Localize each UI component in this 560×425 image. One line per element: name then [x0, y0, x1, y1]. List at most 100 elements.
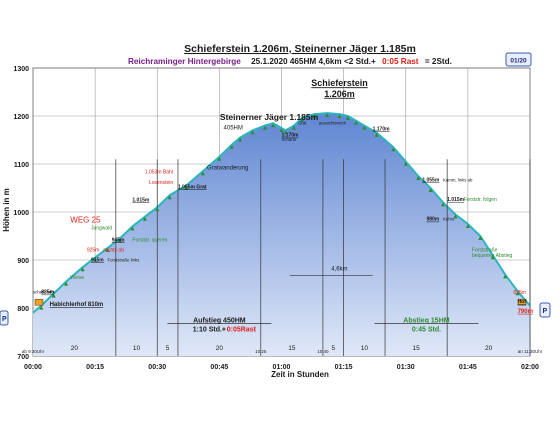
- chart-title: Schieferstein 1.206m, Steinerner Jäger 1…: [184, 43, 416, 55]
- annotation-label: 945m: [112, 237, 125, 243]
- tree-icon: [325, 113, 330, 118]
- segment-duration: 15: [412, 345, 420, 352]
- tree-icon: [184, 185, 189, 190]
- annotation-label: Forststr. queren: [132, 237, 167, 243]
- tree-icon: [93, 257, 98, 262]
- y-tick-label: 1200: [13, 114, 29, 121]
- annotation-label: Gratwanderung: [207, 165, 248, 171]
- annotation-label: 1.015m: [132, 197, 150, 203]
- annotation-label: WEG 25: [70, 216, 101, 225]
- annotation-label: Hof: [518, 299, 527, 305]
- tree-icon: [271, 123, 276, 128]
- annotation-label: 1.170m: [282, 133, 300, 139]
- tree-icon: [416, 176, 421, 180]
- tree-icon: [80, 267, 85, 272]
- tree-icon: [217, 156, 222, 161]
- x-tick-label: 00:00: [24, 364, 42, 371]
- tree-icon: [345, 116, 350, 120]
- x-axis-label: Zeit in Stunden: [271, 370, 329, 379]
- tree-icon: [478, 236, 483, 240]
- annotation-label: Kehre: [443, 217, 455, 222]
- x-axis-ticks: 00:00 00:15 00:30 00:45 01:00 01:15 01:30 01:45…: [24, 364, 539, 371]
- subtitle-region: Reichraminger Hintergebirge: [128, 57, 241, 66]
- tree-icon: [312, 114, 317, 119]
- tree-icon: [51, 293, 56, 298]
- tree-icon: [441, 202, 446, 207]
- segment-time: 10:25: [255, 349, 267, 354]
- y-tick-label: 1300: [13, 66, 29, 73]
- annotation-label: Losenstein: [149, 180, 173, 186]
- next-page-label: P: [543, 308, 548, 315]
- segment-duration: 15: [288, 345, 296, 352]
- tree-icon: [453, 214, 458, 219]
- end-marker-icon: [517, 298, 527, 306]
- annotation-label: 915m: [91, 257, 104, 263]
- tree-icon: [391, 147, 396, 152]
- tree-icon: [105, 248, 110, 252]
- tree-icon: [262, 125, 267, 130]
- x-tick-label: 01:00: [273, 364, 291, 371]
- x-tick-label: 01:15: [335, 364, 353, 371]
- annotation-label: aussichtsreich: [319, 121, 347, 126]
- prev-page-button[interactable]: [0, 310, 9, 326]
- tree-icon: [490, 255, 495, 260]
- y-tick-label: 900: [17, 258, 29, 265]
- tree-icon: [200, 171, 205, 176]
- annotation-label: 825m: [41, 290, 54, 296]
- tree-icon: [300, 117, 305, 122]
- x-tick-label: 00:30: [148, 364, 166, 371]
- annotation-label: 925m: [87, 247, 100, 253]
- annotation-label: 1.055m Grat: [178, 184, 207, 190]
- segment-duration: 5: [331, 345, 335, 352]
- x-tick-label: 00:45: [210, 364, 228, 371]
- tree-icon: [155, 207, 160, 212]
- tree-icon: [117, 238, 122, 243]
- annotation-label: 4,6km: [331, 267, 347, 273]
- summary-boxes: Aufstieg 450HM 1:10 Std.+ 0:05Rast Abstieg …: [167, 318, 479, 334]
- tree-icon: [130, 226, 135, 231]
- x-tick-label: 01:30: [397, 364, 415, 371]
- profile-line: [32, 112, 531, 314]
- tree-icon: [279, 128, 284, 132]
- x-tick-label: 00:15: [86, 364, 104, 371]
- tree-icon: [354, 120, 359, 125]
- y-tick-label: 700: [17, 354, 29, 361]
- segment-duration: 20: [216, 345, 224, 352]
- subtitle-total: = 2Std.: [425, 57, 452, 66]
- annotation-label: 825m: [513, 290, 526, 296]
- annotations: Steinerner Jäger 1.185m 405HM Schieferstei…: [33, 78, 533, 315]
- tree-icon: [250, 130, 255, 135]
- annotation-label: rechts ab: [103, 247, 124, 253]
- segment-time: an 11:30Uhr: [518, 349, 543, 354]
- tree-icon: [515, 291, 520, 296]
- y-axis-label: Höhen in m: [2, 188, 11, 232]
- tree-icon: [362, 125, 367, 130]
- segment-duration: 5: [166, 345, 170, 352]
- page-badge-box[interactable]: [505, 52, 532, 67]
- annotation-label: Schieferstein: [311, 78, 368, 88]
- annotation-label: Forststraße links: [108, 257, 140, 262]
- annotation-label: 1.055m: [422, 177, 440, 183]
- segment-duration: 10: [133, 345, 141, 352]
- tree-icon: [337, 114, 342, 119]
- annotation-label: Jungwald: [91, 225, 112, 231]
- next-page-button[interactable]: [539, 302, 551, 318]
- annotation-label: Forststr. folgen: [464, 197, 497, 203]
- tree-icon: [428, 188, 433, 192]
- annotation-label: Scharte: [282, 137, 297, 142]
- start-marker-icon: [34, 298, 44, 306]
- annotation-label: Habichlerhof 810m: [50, 302, 104, 308]
- summary-line1: Abstieg 15HM: [403, 318, 449, 325]
- annotation-label: 405HM: [224, 125, 243, 131]
- annotation-label: 980m: [426, 217, 439, 223]
- page-badge: 01/20: [510, 58, 527, 65]
- annotation-label: Steinerner Jäger 1.185m: [220, 112, 319, 122]
- summary-line2a: 1:10 Std.+: [193, 327, 226, 334]
- tree-icon: [238, 137, 243, 142]
- segment-duration: 20: [485, 345, 493, 352]
- summary-line1: Aufstieg 450HM: [193, 318, 246, 325]
- annotation-label: 1.206m: [324, 89, 355, 99]
- subtitle-info: 25.1.2020 465HM 4,6km <2 Std.+: [251, 57, 376, 66]
